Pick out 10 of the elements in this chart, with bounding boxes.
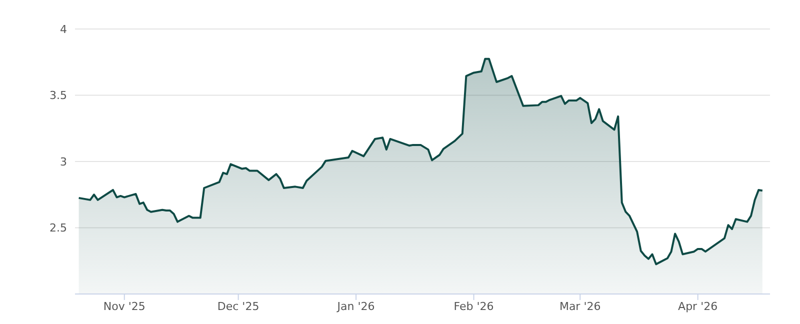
x-tick-label: Mar '26 [559, 300, 601, 313]
x-tick-label: Jan '26 [336, 300, 375, 313]
x-tick-label: Feb '26 [454, 300, 494, 313]
x-tick-label: Apr '26 [678, 300, 718, 313]
x-tick-label: Nov '25 [103, 300, 146, 313]
y-tick-label: 2.5 [50, 222, 67, 235]
x-tick-label: Dec '25 [217, 300, 260, 313]
y-tick-label: 3 [60, 155, 67, 168]
y-tick-label: 4 [60, 22, 67, 36]
y-tick-label: 3.5 [50, 89, 67, 102]
